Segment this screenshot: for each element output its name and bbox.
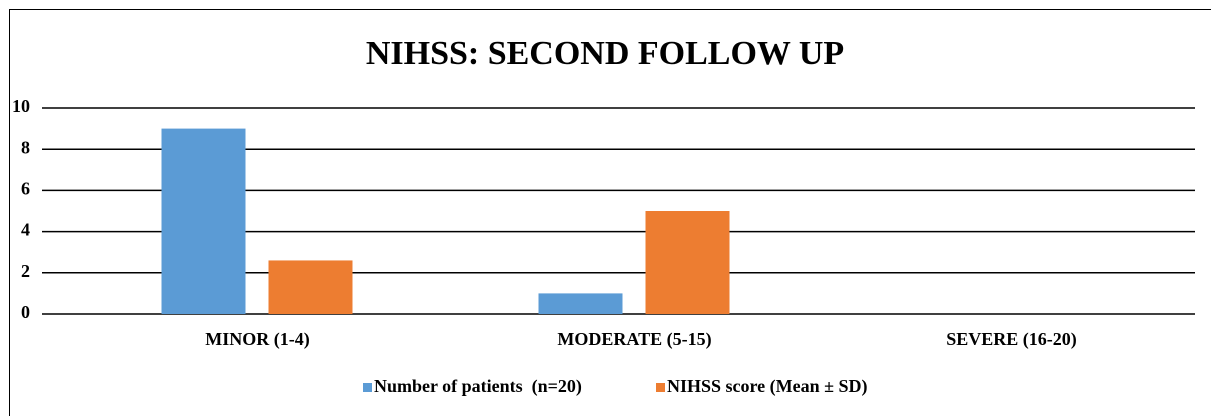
- y-tick-label: 8: [21, 137, 30, 157]
- x-tick-label: MINOR (1-4): [205, 329, 309, 350]
- x-tick-label: MODERATE (5-15): [557, 329, 711, 350]
- y-tick-label: 4: [21, 220, 30, 240]
- legend-swatch: [656, 383, 665, 392]
- bar: [268, 260, 353, 314]
- bar: [161, 128, 246, 314]
- chart-title: NIHSS: SECOND FOLLOW UP: [366, 35, 844, 72]
- y-tick-label: 2: [21, 261, 30, 281]
- bar: [645, 211, 730, 314]
- legend-label: NIHSS score (Mean ± SD): [667, 376, 868, 397]
- y-tick-label: 10: [12, 96, 30, 116]
- y-tick-label: 6: [21, 179, 30, 199]
- x-tick-label: SEVERE (16-20): [946, 329, 1077, 350]
- bar: [538, 293, 623, 314]
- legend-swatch: [363, 383, 372, 392]
- y-tick-label: 0: [21, 302, 30, 322]
- legend-label: Number of patients (n=20): [374, 376, 582, 397]
